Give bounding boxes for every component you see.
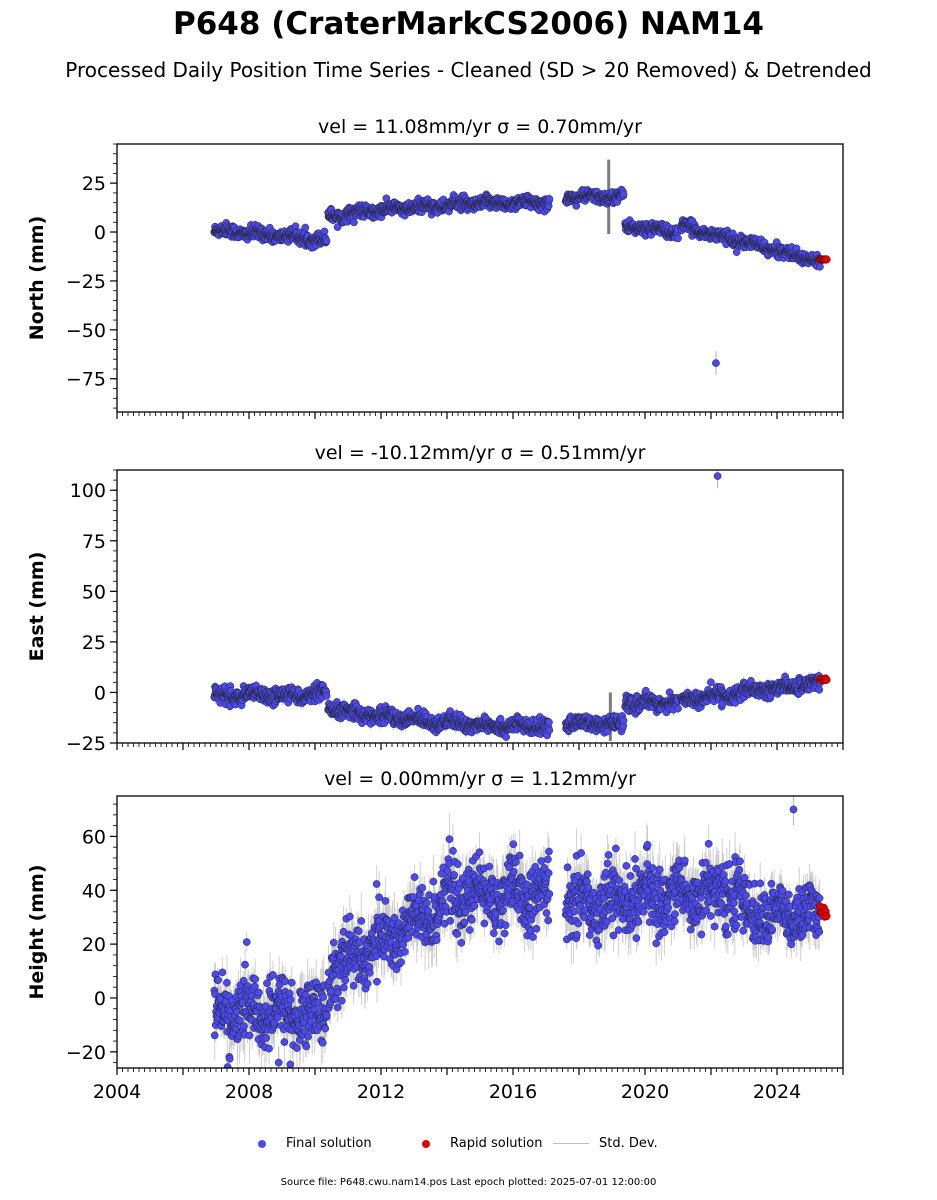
- y-axis-label-north: North (mm): [26, 216, 48, 341]
- rapid-point: [822, 255, 831, 264]
- final-point: [816, 262, 824, 271]
- panel-north: 25 0 −25 −50 −75 vel = 11.08mm/yr σ = 0.70mm/…: [26, 116, 844, 419]
- final-points-north: [210, 185, 824, 367]
- page-subtitle: Processed Daily Position Time Series - C…: [65, 58, 872, 82]
- std-dev-bars-north: [213, 159, 821, 375]
- final-point: [545, 194, 554, 203]
- plot-area-east: [210, 470, 831, 743]
- page-title: P648 (CraterMarkCS2006) NAM14: [173, 6, 764, 42]
- y-tick-label: 0: [94, 222, 106, 244]
- axes-frame-north: [116, 143, 844, 413]
- y-tick-label: 25: [82, 173, 106, 195]
- y-tick-label: −25: [66, 271, 106, 293]
- final-point: [301, 223, 310, 232]
- plot-area-north: [210, 159, 831, 375]
- final-point: [619, 190, 628, 199]
- y-tick-label: −75: [66, 369, 106, 391]
- final-point: [322, 236, 331, 245]
- outlier-point: [712, 359, 720, 367]
- panel-title-north: vel = 11.08mm/yr σ = 0.70mm/yr: [318, 116, 642, 138]
- final-point: [350, 218, 358, 227]
- y-tick-label: −50: [66, 320, 106, 342]
- final-point: [333, 223, 342, 231]
- rapid-points-north: [815, 255, 831, 264]
- final-point: [674, 234, 682, 243]
